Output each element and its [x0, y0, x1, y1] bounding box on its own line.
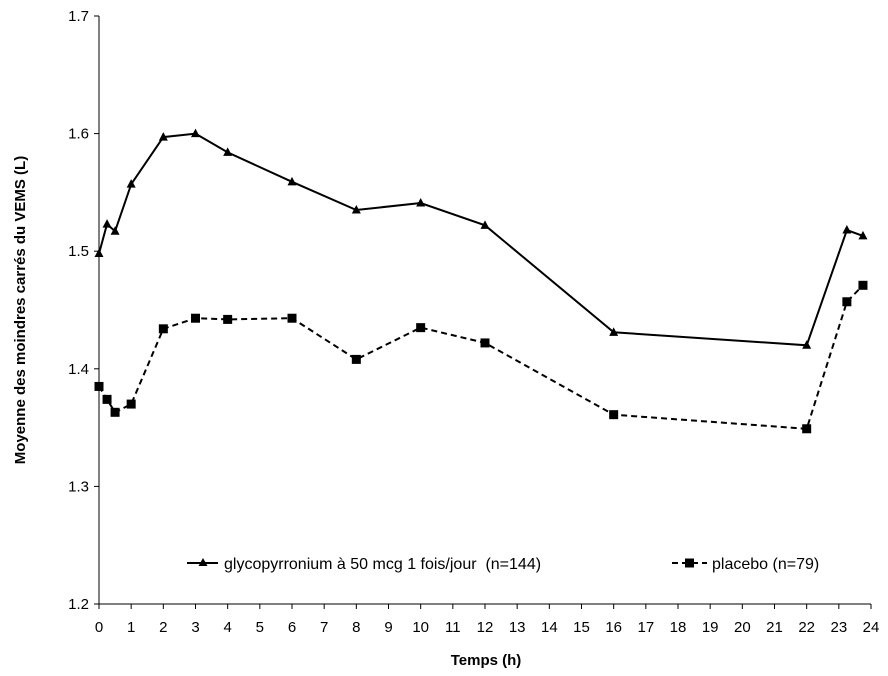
data-point-triangle: [351, 205, 361, 214]
data-point-square: [842, 297, 852, 307]
legend-label-placebo: placebo (n=79): [712, 556, 819, 573]
data-point-square: [223, 314, 233, 324]
x-tick-label: 22: [798, 619, 815, 636]
series-glycopyrronium: [94, 128, 868, 349]
data-point-triangle: [858, 230, 868, 240]
data-point-square: [609, 410, 619, 420]
x-tick-label: 15: [573, 619, 590, 636]
series-line: [98, 132, 864, 347]
data-point-triangle: [110, 226, 120, 235]
data-point-triangle: [94, 248, 104, 258]
series-line: [98, 284, 864, 430]
y-tick-label: 1.3: [68, 478, 89, 495]
y-tick-label: 1.2: [68, 596, 89, 613]
x-tick-label: 3: [191, 619, 199, 636]
y-tick-label: 1.4: [68, 361, 89, 378]
data-point-square: [858, 280, 868, 290]
data-point-square: [351, 354, 361, 364]
x-tick-label: 2: [159, 619, 167, 636]
y-axis-title: Moyenne des moindres carrés du VEMS (L): [12, 156, 29, 464]
data-point-square: [158, 324, 168, 334]
x-tick-label: 6: [288, 619, 296, 636]
x-tick-label: 13: [509, 619, 526, 636]
data-point-triangle: [842, 225, 852, 234]
data-point-triangle: [609, 327, 619, 336]
x-tick-label: 0: [95, 619, 103, 636]
y-tick-label: 1.5: [68, 243, 89, 260]
legend-marker-square: [685, 558, 694, 568]
x-tick-label: 1: [127, 619, 135, 636]
data-point-square: [126, 399, 136, 409]
data-point-triangle: [287, 176, 297, 186]
x-tick-label: 14: [541, 619, 558, 636]
x-tick-label: 21: [766, 619, 783, 636]
y-tick-label: 1.7: [68, 8, 89, 25]
x-tick-label: 16: [605, 619, 622, 636]
x-tick-label: 10: [412, 619, 429, 636]
legend-marker-triangle: [198, 558, 208, 566]
x-tick-label: 18: [670, 619, 687, 636]
series-layer: [94, 128, 868, 434]
y-tick-label: 1.6: [68, 126, 89, 143]
x-tick-label: 23: [830, 619, 847, 636]
x-tick-label: 12: [477, 619, 494, 636]
data-point-square: [94, 381, 104, 391]
x-tick-label: 11: [445, 619, 461, 636]
x-tick-label: 4: [223, 619, 231, 636]
x-tick-label: 9: [384, 619, 392, 636]
data-point-triangle: [223, 147, 233, 156]
data-point-triangle: [802, 340, 812, 349]
x-tick-label: 20: [734, 619, 751, 636]
series-placebo: [94, 280, 868, 434]
x-tick-label: 8: [352, 619, 360, 636]
data-point-triangle: [480, 220, 490, 229]
data-point-square: [416, 323, 426, 333]
data-point-square: [110, 407, 120, 417]
x-tick-label: 5: [256, 619, 264, 636]
legend: glycopyrronium à 50 mcg 1 fois/jour (n=1…: [187, 556, 819, 573]
data-point-triangle: [102, 219, 112, 228]
data-point-square: [287, 313, 297, 323]
data-point-triangle: [191, 128, 200, 138]
data-point-square: [191, 313, 200, 323]
data-point-square: [102, 394, 112, 404]
data-point-triangle: [158, 132, 168, 141]
data-point-square: [802, 424, 812, 434]
data-point-triangle: [416, 197, 426, 207]
legend-label-glycopyrronium: glycopyrronium à 50 mcg 1 fois/jour (n=1…: [224, 556, 541, 573]
data-point-triangle: [126, 179, 136, 188]
x-tick-label: 19: [702, 619, 719, 636]
x-tick-label: 7: [320, 619, 328, 636]
data-point-square: [480, 338, 490, 348]
x-tick-label: 24: [863, 619, 880, 636]
axes: 1.21.31.41.51.61.70 1 2 3 4 5 6 7 8 9 10 11 12 13 14 15…: [68, 8, 879, 636]
x-tick-label: 17: [637, 619, 654, 636]
x-axis-title: Temps (h): [451, 652, 522, 669]
